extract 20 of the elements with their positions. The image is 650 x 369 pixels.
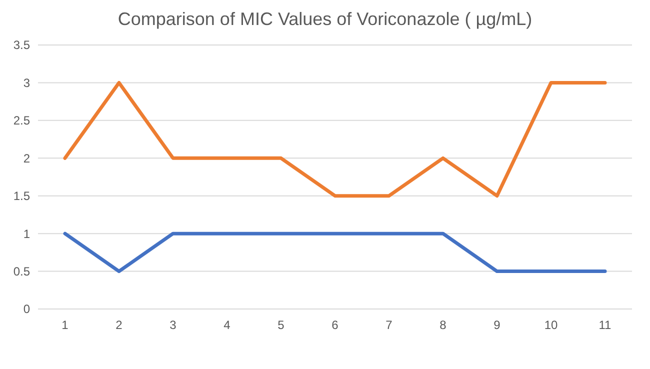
chart-title: Comparison of MIC Values of Voriconazole ( µg/mL)	[118, 9, 532, 29]
y-tick-label: 0.5	[13, 264, 30, 278]
y-tick-label: 1	[23, 226, 30, 241]
x-tick-label: 11	[598, 318, 612, 332]
y-tick-label: 3.5	[13, 38, 30, 52]
y-tick-label: 3	[23, 76, 30, 90]
y-tick-label: 2	[23, 151, 30, 166]
x-tick-label: 2	[116, 318, 123, 332]
x-tick-label: 1	[62, 318, 69, 332]
x-tick-label: 8	[440, 318, 447, 332]
y-tick-label: 2.5	[13, 114, 30, 128]
x-tick-label: 5	[278, 318, 285, 332]
y-tick-label: 1.5	[13, 189, 30, 204]
x-tick-label: 4	[224, 318, 231, 332]
x-tick-label: 6	[332, 318, 339, 332]
x-tick-label: 10	[544, 318, 558, 332]
x-tick-label: 3	[170, 318, 177, 332]
y-tick-label: 0	[23, 302, 30, 316]
x-tick-label: 9	[494, 318, 501, 332]
x-tick-label: 7	[386, 318, 393, 332]
